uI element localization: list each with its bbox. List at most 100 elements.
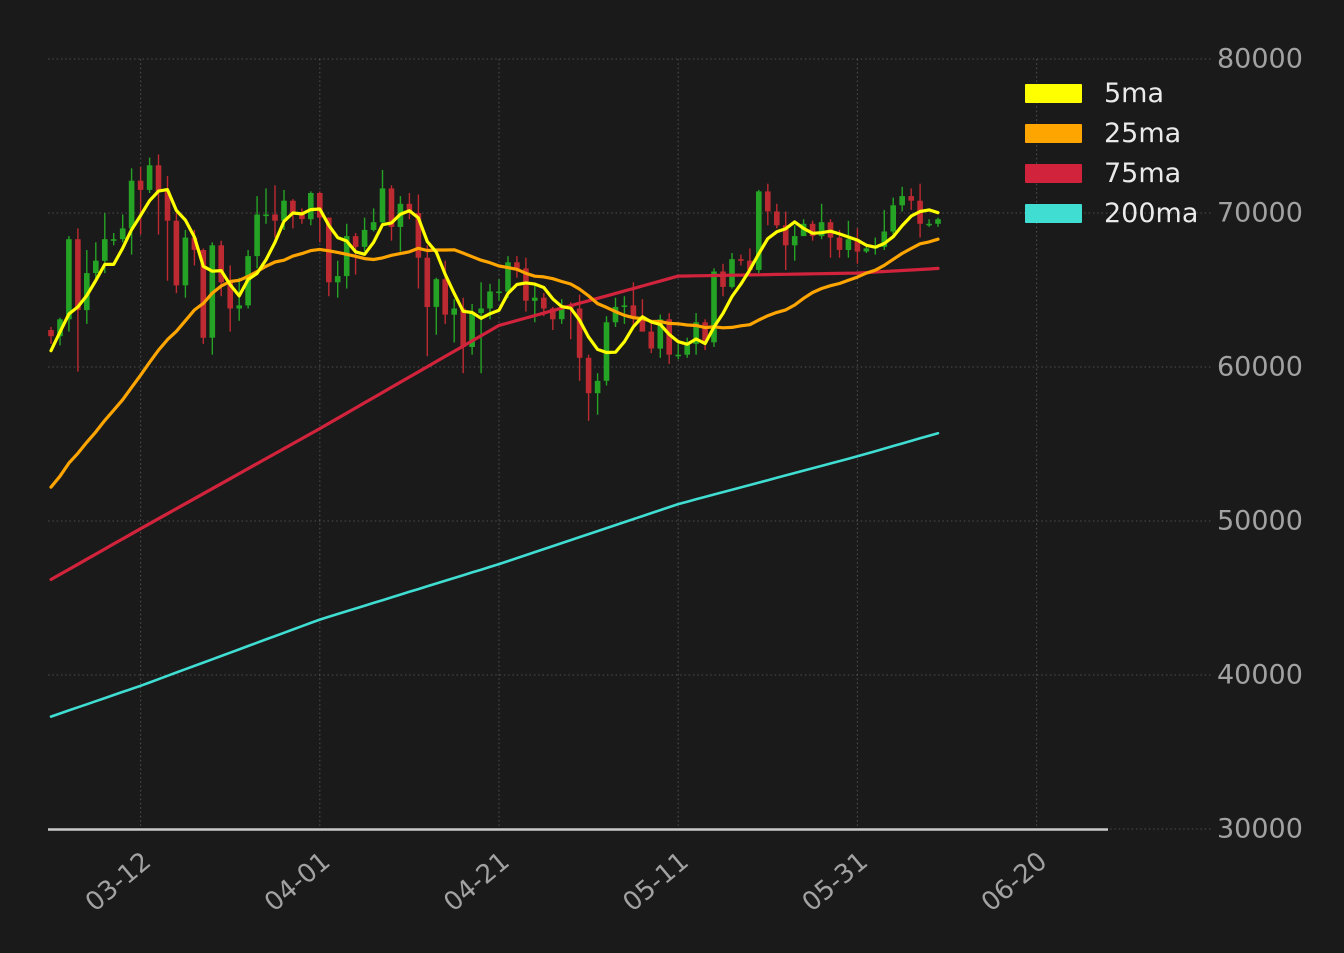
candle-body: [657, 319, 664, 349]
legend-label-25ma: 25ma: [1104, 117, 1182, 149]
candle-body: [164, 191, 171, 221]
ma-line-5ma: [49, 188, 940, 355]
candle-body: [93, 260, 99, 273]
candle-body: [890, 205, 896, 232]
y-tick-label: 70000: [1217, 198, 1303, 229]
candles-layer: [48, 154, 941, 421]
candle-body: [191, 237, 198, 250]
candle-body: [774, 211, 780, 226]
candle-body: [290, 200, 296, 215]
y-tick-label: 30000: [1217, 814, 1303, 845]
candle-body: [585, 357, 592, 394]
legend-label-200ma: 200ma: [1104, 197, 1199, 229]
ma-line-200ma: [49, 431, 940, 718]
candle-body: [478, 308, 484, 314]
candle-body: [765, 191, 771, 212]
y-tick-label: 80000: [1217, 44, 1303, 75]
candle-body: [639, 317, 646, 332]
candle-body: [415, 213, 422, 258]
candle-body: [146, 165, 153, 190]
candle-body: [469, 313, 475, 347]
candle-body: [747, 260, 753, 270]
candle-body: [173, 220, 180, 286]
candle-body: [863, 248, 870, 252]
candle-body: [505, 262, 511, 292]
candle-body: [451, 308, 457, 315]
candle-body: [460, 308, 466, 347]
candle-body: [352, 236, 359, 247]
candle-body: [75, 239, 81, 310]
candle-body: [487, 291, 493, 309]
legend-swatch-5ma: [1025, 83, 1082, 103]
candle-body: [675, 354, 681, 357]
candle-body: [612, 306, 619, 323]
legend: 5ma 25ma 75ma 200ma: [1025, 80, 1198, 227]
y-tick-label: 50000: [1217, 506, 1303, 537]
legend-item-200ma: 200ma: [1025, 200, 1198, 227]
candle-body: [648, 331, 655, 349]
candle-body: [227, 282, 233, 309]
candle-body: [388, 188, 395, 227]
candle-body: [272, 214, 278, 221]
candle-body: [576, 308, 583, 358]
candle-body: [523, 268, 529, 301]
legend-swatch-200ma: [1025, 203, 1082, 223]
candle-body: [102, 239, 108, 261]
candle-body: [666, 319, 672, 355]
candle-body: [370, 222, 377, 230]
candle-body: [182, 237, 189, 286]
candle-body: [84, 273, 90, 311]
candle-body: [684, 343, 690, 355]
candle-body: [200, 250, 207, 338]
legend-swatch-25ma: [1025, 123, 1082, 143]
candle-body: [155, 165, 162, 192]
legend-label-75ma: 75ma: [1104, 157, 1182, 189]
candle-body: [48, 330, 54, 337]
candle-body: [128, 180, 135, 229]
candle-body: [854, 239, 861, 252]
candle-body: [756, 191, 762, 270]
y-tick-label: 60000: [1217, 352, 1303, 383]
x-tick-label: 04-01: [259, 846, 336, 918]
ma-line-25ma: [49, 237, 940, 489]
candle-body: [406, 203, 413, 213]
candle-body: [514, 262, 520, 269]
candle-body: [693, 322, 699, 344]
candle-body: [379, 188, 386, 223]
candle-body: [299, 214, 305, 220]
y-tick-label: 40000: [1217, 660, 1303, 691]
candle-body: [621, 305, 628, 307]
candle-body: [809, 223, 816, 237]
candle-body: [361, 229, 368, 247]
candle-body: [496, 291, 502, 294]
legend-item-5ma: 5ma: [1025, 80, 1198, 107]
candle-body: [236, 305, 242, 309]
candle-body: [881, 231, 888, 247]
candle-body: [66, 239, 72, 320]
candle-body: [711, 271, 717, 343]
candle-body: [137, 180, 144, 190]
x-tick-label: 04-21: [438, 846, 515, 918]
ma-line-75ma: [49, 266, 940, 582]
gridlines: [48, 58, 1211, 830]
candle-body: [926, 223, 932, 226]
candle-body: [935, 219, 941, 224]
candle-body: [818, 222, 825, 237]
candle-body: [791, 236, 798, 246]
candle-body: [343, 236, 350, 277]
candle-body: [836, 237, 843, 250]
candle-body: [308, 193, 314, 220]
x-tick-label: 06-20: [976, 846, 1053, 918]
candle-body: [263, 214, 269, 217]
candle-body: [57, 319, 63, 337]
candle-body: [433, 279, 440, 307]
legend-swatch-75ma: [1025, 163, 1082, 183]
x-tick-label: 05-11: [618, 846, 695, 918]
candle-body: [317, 193, 323, 218]
candle-body: [782, 225, 789, 246]
candle-body: [550, 308, 556, 320]
x-tick-label: 05-31: [797, 846, 874, 918]
candle-body: [720, 271, 726, 287]
